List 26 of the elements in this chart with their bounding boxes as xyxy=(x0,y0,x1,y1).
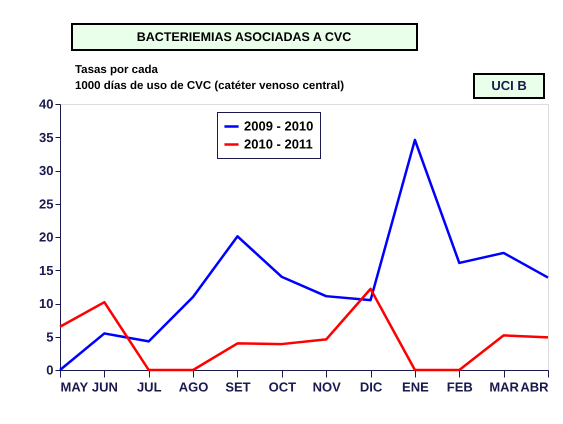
x-tick-label: OCT xyxy=(268,380,296,394)
x-tick-label: ENE xyxy=(402,380,430,394)
x-tick-label: JUN xyxy=(92,380,118,394)
y-axis-title: Tasas por cada 1000 días de uso de CVC (catéter venoso central) xyxy=(75,64,344,92)
x-tick-label: SET xyxy=(225,380,251,394)
y-tick-label: 25 xyxy=(39,196,54,212)
x-tick-label: NOV xyxy=(312,380,342,394)
x-tick-label: AGO xyxy=(178,380,208,394)
y-tick-label: 30 xyxy=(39,163,54,178)
chart-title: BACTERIEMIAS ASOCIADAS A CVC xyxy=(136,30,352,44)
x-tick-label: DIC xyxy=(360,380,383,394)
y-tick-label: 35 xyxy=(39,130,54,145)
y-tick-label: 0 xyxy=(46,362,54,378)
y-tick-label: 10 xyxy=(39,296,54,311)
x-tick-label: FEB xyxy=(446,380,473,394)
x-tick-label: ABR xyxy=(520,380,550,394)
y-tick-label: 20 xyxy=(39,230,54,244)
x-tick-label: JUL xyxy=(136,380,162,394)
x-tick-label: MAR xyxy=(489,380,520,394)
legend-label: 2009 - 2010 xyxy=(244,118,314,134)
text: UCI B xyxy=(491,78,527,93)
x-tick-label: MAY xyxy=(60,380,89,394)
y-tick-label: 5 xyxy=(46,329,54,344)
legend-label: 2010 - 2011 xyxy=(244,136,313,152)
y-tick-label: 15 xyxy=(39,262,54,278)
y-tick-label: 40 xyxy=(39,96,54,112)
